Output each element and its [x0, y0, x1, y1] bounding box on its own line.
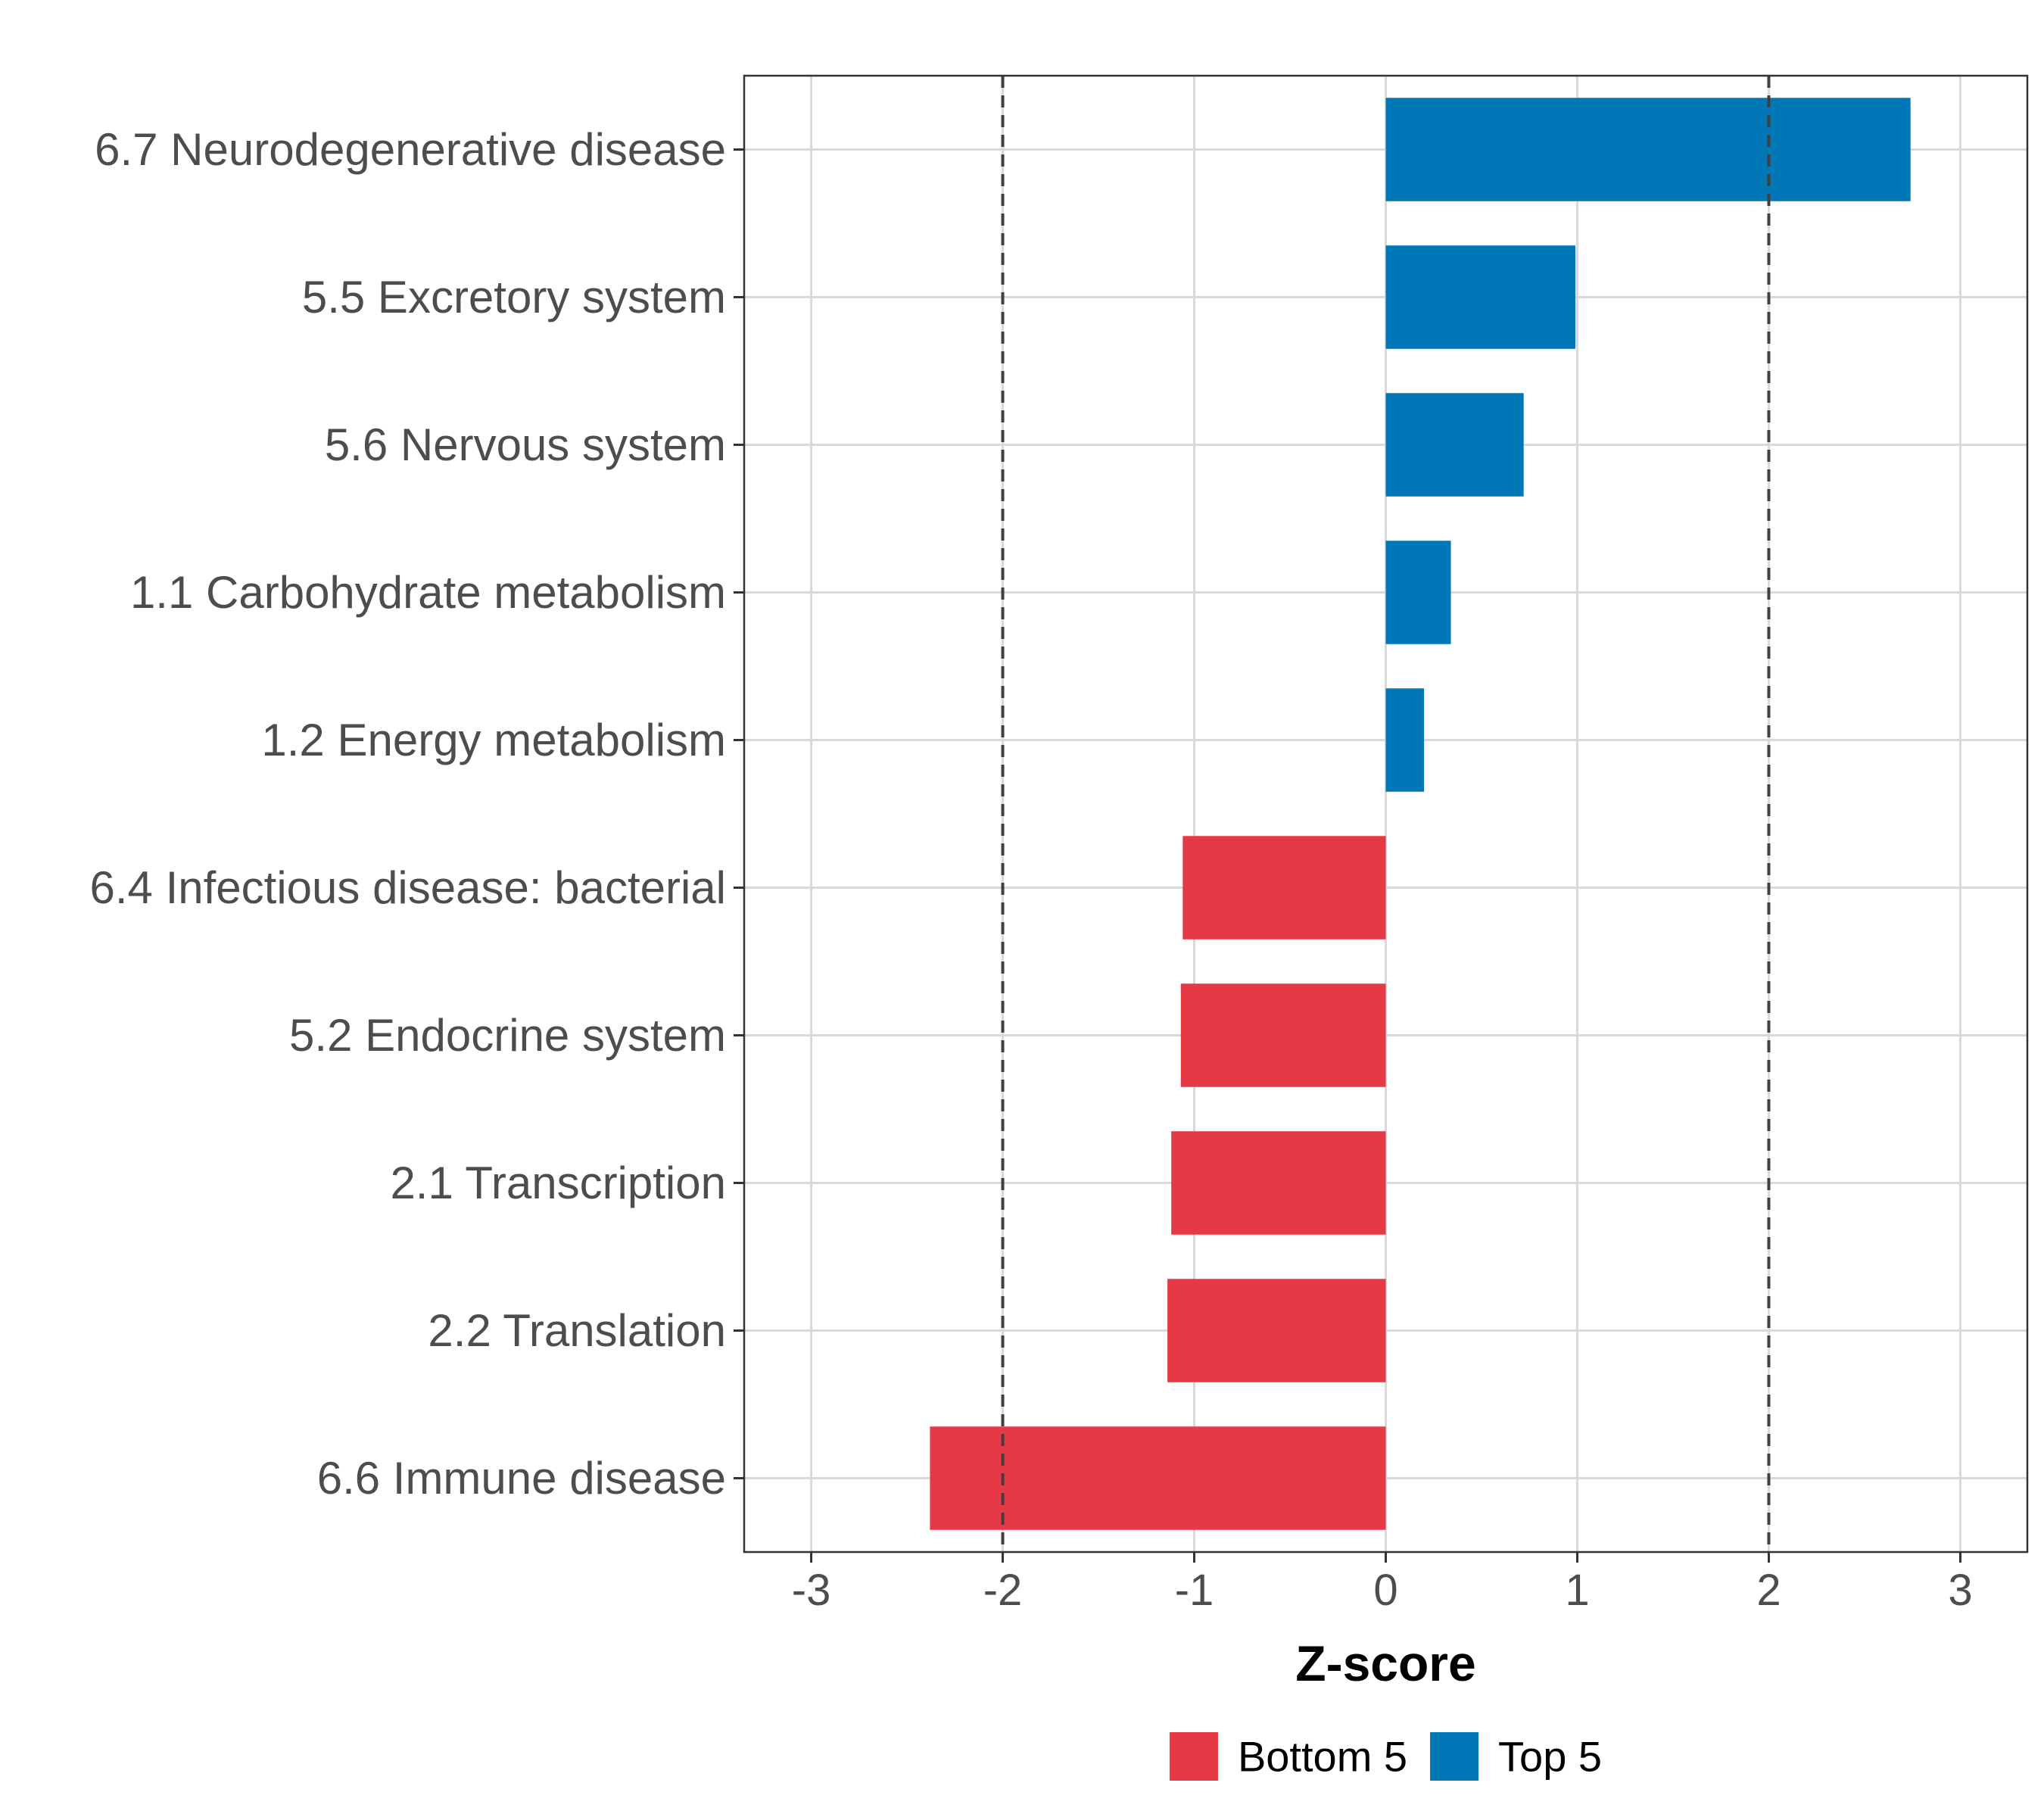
bar-2-2-translation	[1167, 1279, 1386, 1382]
x-tick-label-1: -2	[983, 1566, 1023, 1615]
y-tick-label-5-5-excretory-system: 5.5 Excretory system	[302, 272, 726, 323]
bar-5-6-nervous-system	[1385, 393, 1524, 497]
bar-6-6-immune-disease	[930, 1426, 1386, 1530]
bar-5-2-endocrine-system	[1180, 983, 1386, 1087]
y-tick-label-5-6-nervous-system: 5.6 Nervous system	[325, 419, 726, 470]
y-tick-label-1-2-energy-metabolism: 1.2 Energy metabolism	[261, 715, 726, 765]
y-tick-label-5-2-endocrine-system: 5.2 Endocrine system	[289, 1010, 726, 1061]
legend-label-top-5: Top 5	[1498, 1733, 1602, 1781]
legend-label-bottom-5: Bottom 5	[1238, 1733, 1407, 1781]
bar-2-1-transcription	[1171, 1131, 1386, 1235]
legend-swatch-bottom-5	[1169, 1732, 1218, 1781]
x-tick-label-5: 2	[1756, 1566, 1781, 1615]
x-axis: -3 -2 -1 0 1 2 3	[792, 1552, 1973, 1615]
x-tick-label-4: 1	[1565, 1566, 1589, 1615]
y-tick-label-2-1-transcription: 2.1 Transcription	[390, 1158, 726, 1208]
x-tick-label-3: 0	[1373, 1566, 1397, 1615]
y-tick-label-6-4-infectious-disease-bacterial: 6.4 Infectious disease: bacterial	[90, 862, 727, 913]
x-axis-title: Z-score	[1295, 1635, 1475, 1691]
x-tick-label-0: -3	[792, 1566, 831, 1615]
bar-1-2-energy-metabolism	[1385, 688, 1425, 792]
bar-5-5-excretory-system	[1385, 245, 1575, 349]
x-tick-label-6: 3	[1948, 1566, 1972, 1615]
reference-lines	[1001, 76, 1771, 1552]
bar-1-1-carbohydrate-metabolism	[1385, 541, 1451, 644]
bar-6-7-neurodegenerative-disease	[1385, 98, 1911, 201]
bars	[930, 98, 1911, 1530]
legend: Bottom 5 Top 5	[1169, 1732, 1602, 1781]
y-axis: 6.7 Neurodegenerative disease 5.5 Excreto…	[90, 124, 744, 1504]
y-tick-label-1-1-carbohydrate-metabolism: 1.1 Carbohydrate metabolism	[130, 567, 726, 618]
bar-6-4-infectious-disease-bacterial	[1182, 836, 1386, 940]
y-tick-label-6-7-neurodegenerative-disease: 6.7 Neurodegenerative disease	[95, 124, 726, 175]
y-tick-label-2-2-translation: 2.2 Translation	[428, 1305, 726, 1356]
x-tick-label-2: -1	[1175, 1566, 1214, 1615]
legend-swatch-top-5	[1430, 1732, 1479, 1781]
y-tick-label-6-6-immune-disease: 6.6 Immune disease	[317, 1453, 726, 1504]
